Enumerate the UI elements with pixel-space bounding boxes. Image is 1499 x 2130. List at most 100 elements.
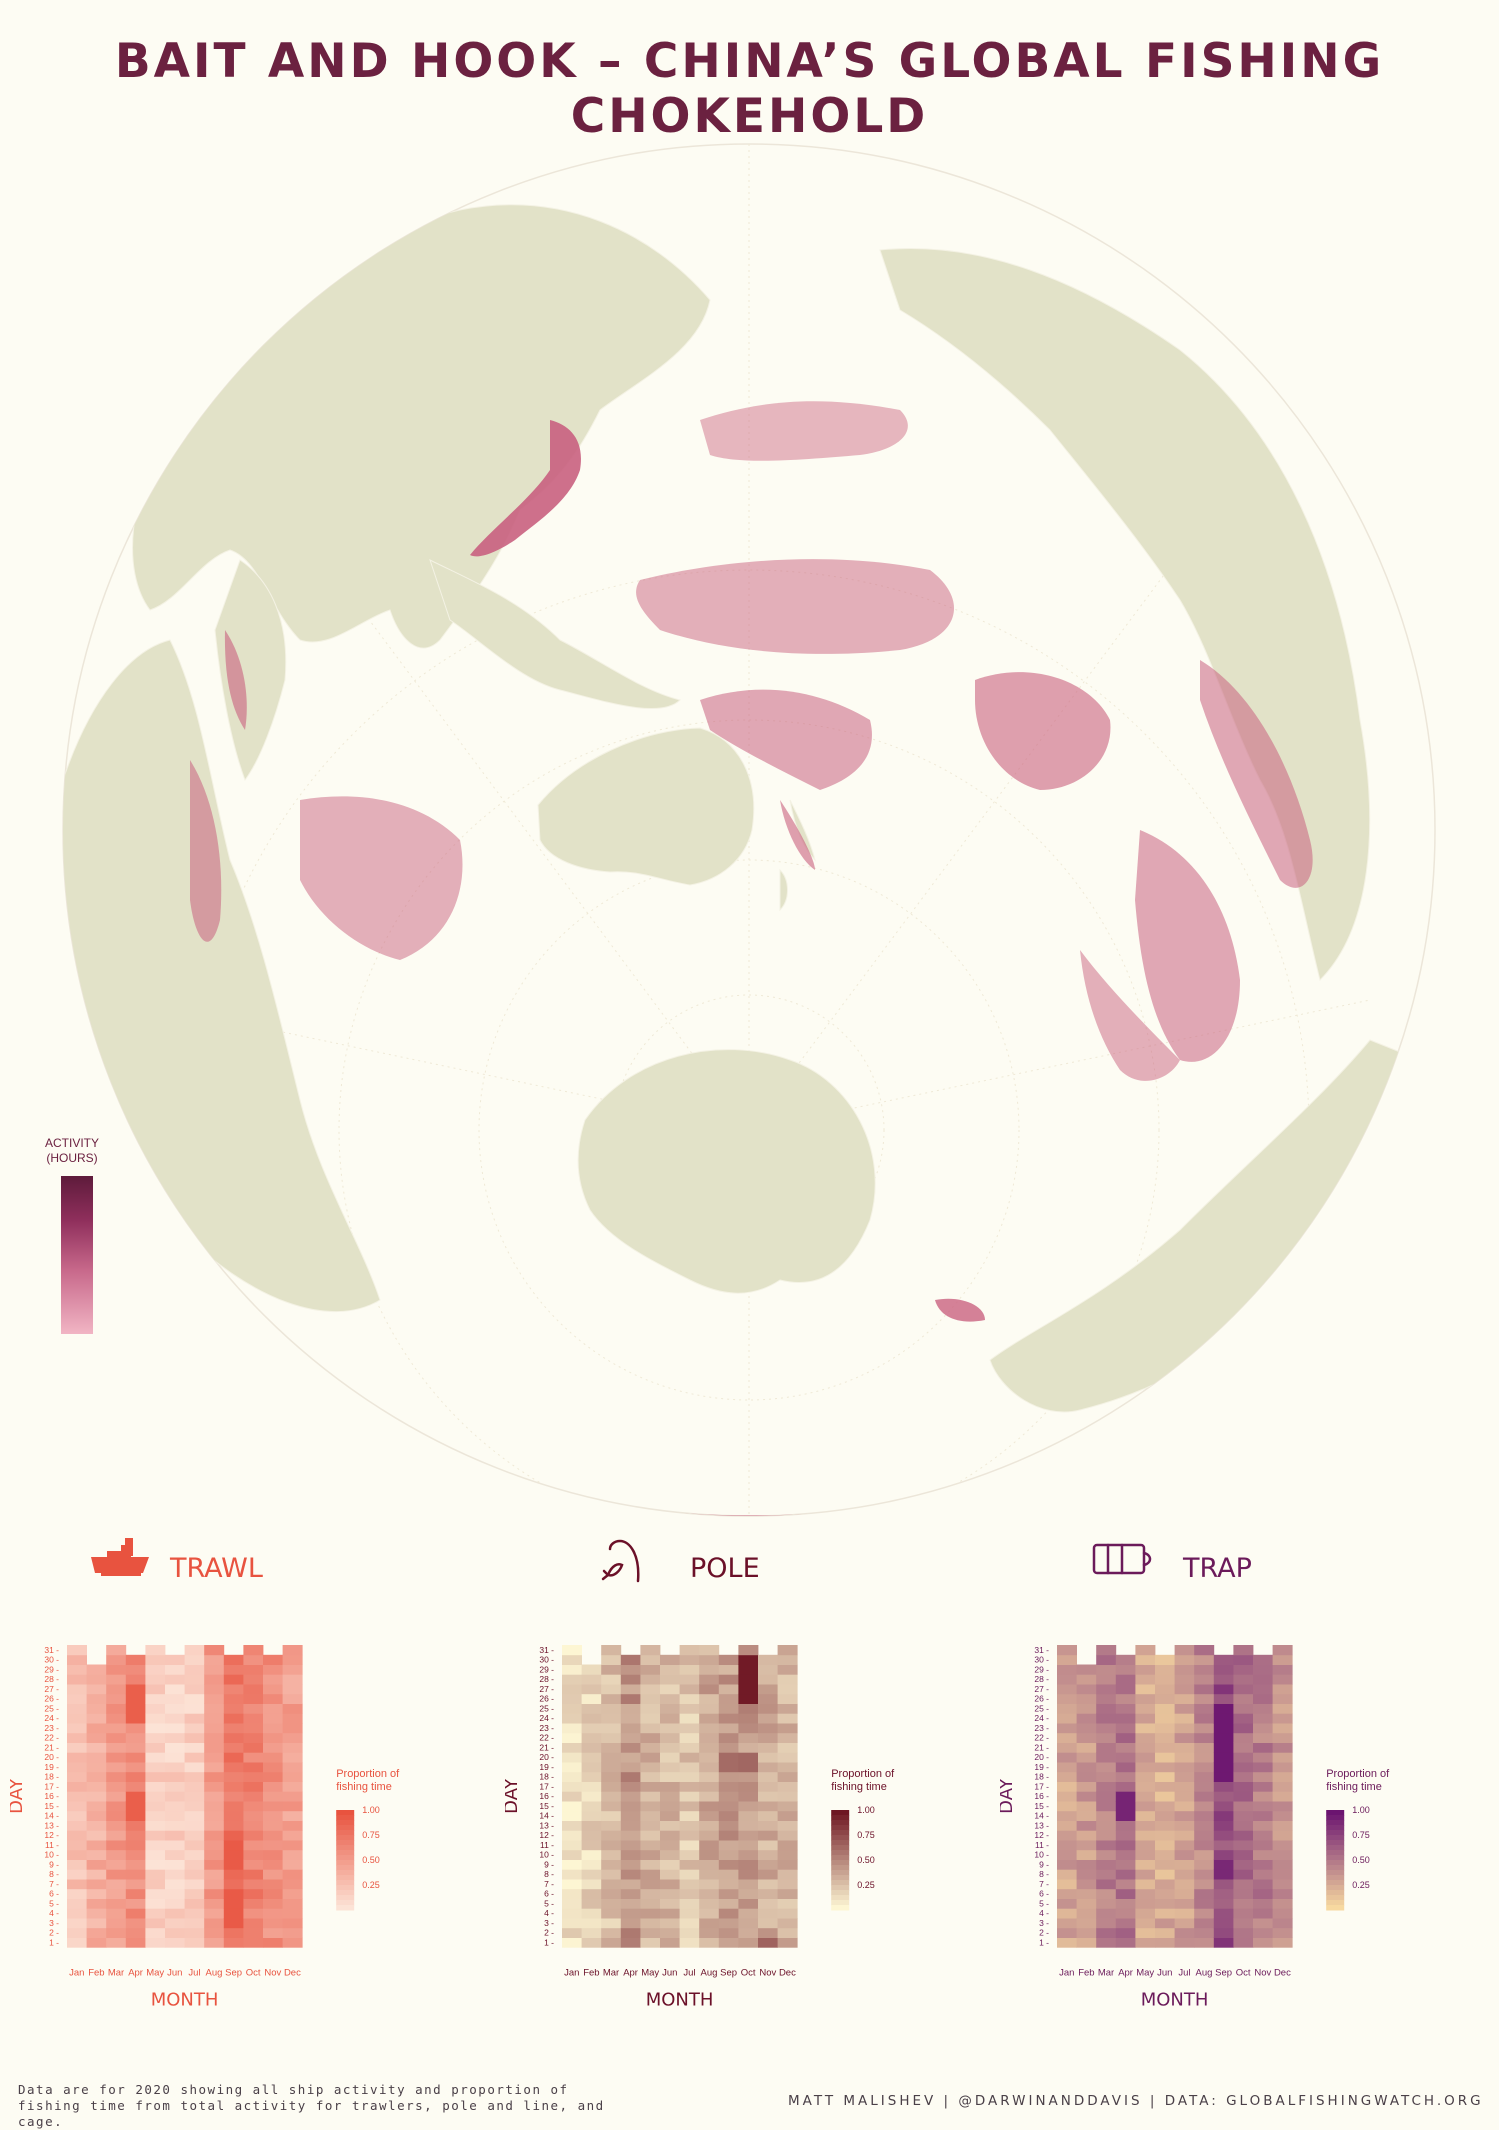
heatmap-cell [777,1664,798,1675]
y-tick-label: 10 - [1034,1850,1049,1860]
heatmap-cell [243,1791,264,1802]
heatmap-cell [1076,1703,1097,1714]
heatmap-cell [777,1810,798,1821]
heatmap-cell [1057,1752,1077,1763]
heatmap-cell [106,1723,127,1734]
heatmap-cell [679,1888,700,1899]
heatmap-cell [1096,1927,1117,1938]
heatmap-cell [1174,1742,1195,1753]
heatmap-cell [1057,1654,1077,1665]
heatmap-cell [640,1645,661,1656]
heatmap-cell [777,1908,798,1919]
heatmap-cell [282,1820,303,1831]
heatmap-cell [660,1723,680,1734]
legend-colorbar-step [336,1825,355,1831]
heatmap-cell [282,1869,303,1880]
heatmap-cell [581,1771,602,1782]
heatmap-cell [1233,1723,1254,1734]
heatmap-cell [1096,1820,1117,1831]
heatmap-cell [125,1742,146,1753]
y-tick-label: 15 - [1034,1801,1049,1811]
heatmap-cell [777,1645,798,1656]
heatmap-cell [1272,1830,1293,1841]
heatmap-cell [67,1703,87,1714]
legend-colorbar-step [831,1855,850,1861]
heatmap-cell [562,1781,582,1792]
heatmap-cell [758,1703,778,1714]
heatmap-cell [184,1830,205,1841]
heatmap-cell [738,1927,759,1938]
heatmap-cell [1057,1742,1077,1753]
heatmap-cell [1272,1762,1293,1773]
heatmap-cell [758,1664,778,1675]
heatmap-cell [1096,1888,1117,1899]
heatmap-cell [1233,1654,1254,1665]
heatmap-cell [1272,1752,1293,1763]
heatmap-cell [699,1801,720,1812]
heatmap-cell [223,1918,244,1929]
y-tick-label: 24 - [44,1713,59,1723]
heatmap-cell [1057,1762,1077,1773]
heatmap-cell [223,1664,244,1675]
heatmap-cell [243,1664,264,1675]
heatmap-cell [243,1693,264,1704]
legend-title-line1: Proportion of [336,1768,400,1780]
y-tick-label: 4 - [544,1908,554,1918]
heatmap-cell [1194,1869,1215,1880]
heatmap-cell [223,1781,244,1792]
heatmap-cell [125,1801,146,1812]
legend-colorbar-step [831,1825,850,1831]
heatmap-cell [184,1645,205,1656]
trap-panel: TRAP Jan Feb Mar Apr May Jun Jul Aug Sep Oct Nov De… [1000,1535,1490,2090]
heatmap-cell [562,1801,582,1812]
heatmap-cell [679,1664,700,1675]
heatmap-cell [640,1879,661,1890]
x-tick-label: Jan [1059,1967,1074,1978]
heatmap-cell [620,1859,641,1870]
heatmap-cell [145,1908,166,1919]
y-tick-label: 29 - [44,1664,59,1674]
heatmap-cell [67,1810,87,1821]
heatmap-cell [243,1918,264,1929]
footnote-line2: fishing time from total activity for tra… [18,2098,605,2129]
heatmap-cell [562,1752,582,1763]
heatmap-cell [699,1830,720,1841]
heatmap-cell [1135,1937,1156,1948]
heatmap-cell [282,1664,303,1675]
legend-colorbar-step [1326,1840,1345,1846]
heatmap-cell [1233,1908,1254,1919]
heatmap-cell [1174,1927,1195,1938]
heatmap-cell [1213,1840,1234,1851]
activity-tasman [780,800,815,870]
heatmap-cell [243,1869,264,1880]
heatmap-cell [125,1732,146,1743]
heatmap-cell [1076,1781,1097,1792]
heatmap-cell [1272,1879,1293,1890]
heatmap-cell [718,1830,739,1841]
heatmap-cell [699,1840,720,1851]
legend-colorbar-step [831,1820,850,1826]
heatmap-cell [184,1732,205,1743]
heatmap-cell [738,1840,759,1851]
heatmap-cell [601,1781,622,1792]
heatmap-cell [1253,1898,1273,1909]
heatmap-cell [718,1937,739,1948]
heatmap-cell [1135,1801,1156,1812]
heatmap-cell [562,1937,582,1948]
heatmap-cell [718,1879,739,1890]
heatmap-cell [562,1684,582,1695]
heatmap-cell [1096,1654,1117,1665]
x-tick-label: Jul [188,1967,200,1978]
heatmap-cell [699,1898,720,1909]
heatmap-cell [282,1693,303,1704]
heatmap-cell [125,1703,146,1714]
heatmap-cell [1213,1654,1234,1665]
heatmap-cell [620,1849,641,1860]
heatmap-cell [1233,1937,1254,1948]
heatmap-cell [601,1771,622,1782]
heatmap-cell [640,1762,661,1773]
y-tick-label: 22 - [44,1733,59,1743]
heatmap-cell [1135,1908,1156,1919]
heatmap-cell [581,1849,602,1860]
heatmap-cell [145,1849,166,1860]
